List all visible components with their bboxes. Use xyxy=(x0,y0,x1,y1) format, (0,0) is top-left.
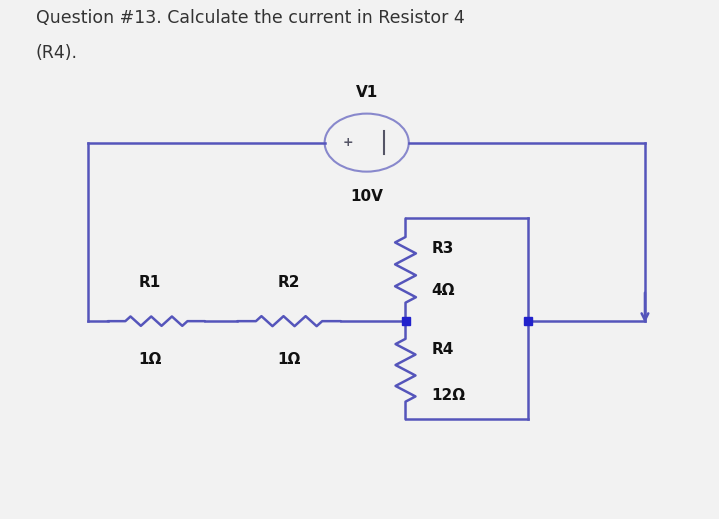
Text: R2: R2 xyxy=(278,275,301,290)
Text: 12Ω: 12Ω xyxy=(431,388,465,403)
Text: Question #13. Calculate the current in Resistor 4: Question #13. Calculate the current in R… xyxy=(36,9,464,28)
Text: V1: V1 xyxy=(356,85,377,100)
Text: 10V: 10V xyxy=(350,189,383,204)
Text: R1: R1 xyxy=(139,275,161,290)
Text: 1Ω: 1Ω xyxy=(138,352,162,367)
Text: (R4).: (R4). xyxy=(36,44,78,62)
Text: 4Ω: 4Ω xyxy=(431,283,455,298)
Text: R4: R4 xyxy=(431,342,454,357)
Text: +: + xyxy=(342,136,353,149)
Text: 1Ω: 1Ω xyxy=(278,352,301,367)
Text: R3: R3 xyxy=(431,241,454,256)
